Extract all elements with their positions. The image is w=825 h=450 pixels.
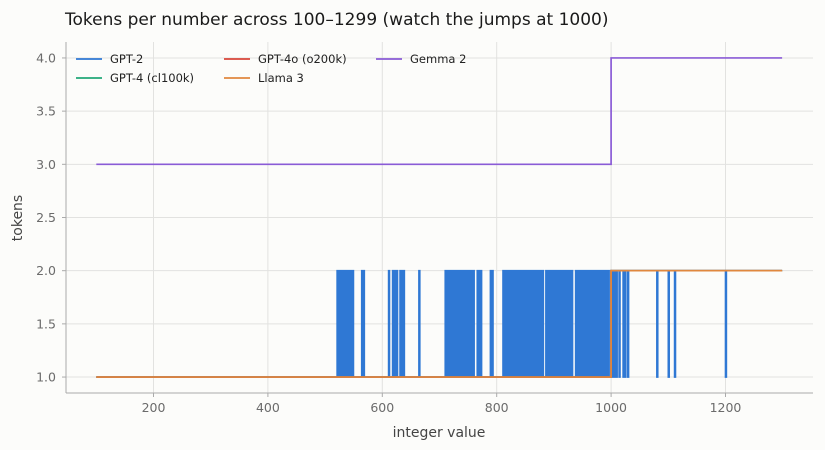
y-tick-label-5: 3.5 [36,104,56,119]
x-tick-label-4: 1000 [595,400,627,415]
y-tick-label-2: 2.0 [36,263,56,278]
legend-label-gpt-4o-o200k: GPT-4o (o200k) [258,52,347,66]
y-tick-label-6: 4.0 [36,50,56,65]
series-line-llama-3 [96,269,783,378]
x-tick-label-1: 400 [256,400,280,415]
x-axis-label: integer value [393,425,486,441]
legend-label-gpt-4-cl100k: GPT-4 (cl100k) [110,71,194,85]
grid [66,42,813,393]
x-tick-label-2: 600 [370,400,394,415]
y-tick-label-1: 1.5 [36,316,56,331]
x-axis-ticks: 200 400 600 800 1000 1200 [142,393,742,415]
chart-title: Tokens per number across 100–1299 (watch… [64,10,608,30]
y-axis-ticks: 1.0 1.5 2.0 2.5 3.0 3.5 4.0 [36,50,66,385]
x-tick-label-3: 800 [485,400,509,415]
y-tick-label-4: 3.0 [36,157,56,172]
series-line-gpt-2 [96,269,783,378]
x-tick-label-5: 1200 [710,400,742,415]
legend-label-gpt-2: GPT-2 [110,52,143,66]
y-tick-label-3: 2.5 [36,210,56,225]
series-line-gemma-2 [96,57,783,166]
y-axis-label: tokens [10,195,26,241]
x-tick-label-0: 200 [142,400,166,415]
y-tick-label-0: 1.0 [36,370,56,385]
legend-label-gemma-2: Gemma 2 [410,52,466,66]
series-lines [96,57,783,378]
legend-label-llama-3: Llama 3 [258,71,304,85]
legend: GPT-2 GPT-4 (cl100k) GPT-4o (o200k) Llama 3… [76,52,466,85]
